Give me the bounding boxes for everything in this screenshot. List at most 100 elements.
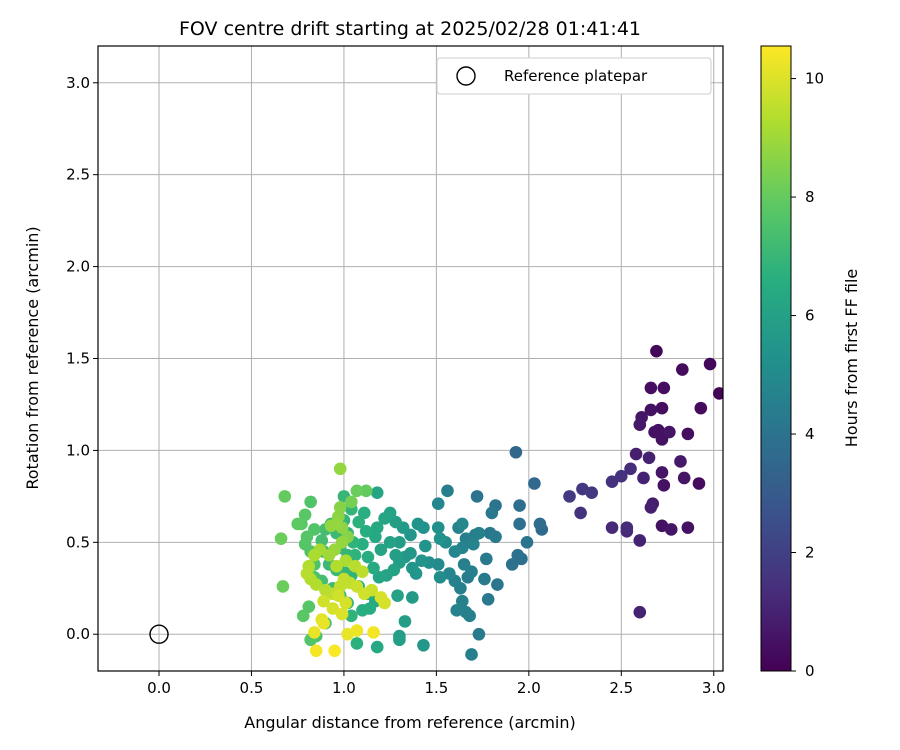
y-axis-ticks: 0.0 0.5 1.0 1.5 2.0 2.5 3.0	[66, 74, 98, 643]
data-point	[328, 644, 341, 658]
data-point	[681, 427, 695, 441]
data-point	[356, 565, 369, 579]
colorbar-tick-label: 6	[805, 307, 815, 325]
data-point	[655, 466, 669, 479]
grid-lines	[98, 46, 723, 671]
data-point	[291, 517, 305, 531]
data-point	[324, 519, 338, 533]
y-tick-label: 1.5	[66, 350, 90, 368]
x-axis-ticks: 0.0 0.5 1.0 1.5 2.0 2.5 3.0	[147, 671, 726, 697]
data-point	[389, 515, 403, 529]
legend: Reference platepar	[436, 57, 712, 95]
data-point	[470, 490, 484, 503]
data-point	[644, 501, 658, 514]
data-points	[274, 344, 723, 661]
data-point	[692, 477, 706, 490]
data-point	[657, 381, 671, 395]
data-point	[415, 554, 428, 568]
data-point	[383, 536, 397, 549]
data-point	[274, 532, 288, 545]
data-point	[478, 572, 491, 586]
data-point	[330, 559, 343, 573]
data-point	[309, 644, 323, 658]
data-point	[322, 548, 336, 562]
data-point	[339, 596, 353, 610]
data-point	[378, 512, 391, 525]
data-point	[372, 570, 386, 584]
y-tick-label: 0.5	[66, 533, 90, 551]
legend-box	[436, 57, 712, 95]
data-point	[276, 580, 290, 593]
data-point	[300, 530, 314, 544]
x-tick-label: 3.0	[702, 679, 726, 697]
x-tick-label: 0.0	[147, 679, 171, 697]
data-point	[674, 455, 687, 468]
chart-title: FOV centre drift starting at 2025/02/28 …	[179, 18, 641, 40]
data-point	[614, 469, 628, 483]
data-point	[393, 536, 406, 549]
data-point	[563, 490, 576, 503]
data-point	[369, 530, 382, 544]
data-point	[629, 447, 643, 461]
data-point	[393, 633, 406, 647]
data-point	[513, 499, 526, 512]
x-tick-label: 2.5	[609, 679, 633, 697]
data-point	[411, 517, 425, 531]
data-point	[455, 594, 469, 608]
colorbar: 0 2 4 6 8 10 Hours from first FF file	[760, 45, 861, 680]
data-point	[467, 537, 480, 551]
data-point	[457, 558, 471, 571]
data-point	[481, 593, 495, 606]
data-point	[278, 490, 292, 503]
data-point	[520, 536, 534, 549]
legend-marker-icon	[456, 66, 476, 86]
data-point	[585, 486, 599, 499]
data-point	[528, 477, 541, 490]
colorbar-tick-label: 2	[805, 544, 815, 562]
data-point	[417, 638, 430, 652]
y-tick-label: 2.0	[66, 258, 90, 276]
colorbar-tick-label: 4	[805, 425, 815, 443]
data-point	[359, 524, 373, 538]
y-axis-label: Rotation from reference (arcmin)	[23, 226, 42, 489]
data-point	[650, 344, 663, 358]
data-point	[389, 548, 403, 562]
data-point	[450, 604, 464, 617]
colorbar-tick-label: 0	[805, 662, 815, 680]
y-tick-label: 1.0	[66, 441, 90, 459]
x-axis-label: Angular distance from reference (arcmin)	[244, 713, 575, 732]
data-point	[298, 508, 312, 522]
data-point	[511, 548, 525, 562]
data-point	[367, 626, 380, 639]
data-point	[433, 570, 447, 584]
x-tick-label: 1.5	[424, 679, 448, 697]
data-point	[431, 521, 445, 534]
data-point	[644, 403, 658, 417]
data-point	[304, 495, 317, 509]
reference-point-marker	[149, 624, 169, 644]
data-point	[356, 604, 369, 617]
data-point	[455, 517, 469, 531]
data-point	[681, 521, 695, 534]
data-point	[605, 521, 619, 534]
data-point	[326, 602, 340, 615]
colorbar-tick-label: 10	[805, 70, 824, 88]
data-point	[533, 517, 547, 531]
data-point	[663, 425, 676, 439]
data-point	[317, 594, 330, 608]
x-tick-label: 1.0	[332, 679, 356, 697]
data-point	[361, 550, 375, 564]
data-point	[642, 451, 656, 465]
data-point	[505, 558, 519, 571]
data-point	[472, 526, 486, 540]
data-point	[633, 605, 647, 619]
data-point	[491, 578, 504, 591]
data-point	[448, 545, 462, 558]
data-point	[357, 506, 371, 520]
colorbar-label: Hours from first FF file	[842, 269, 861, 448]
y-tick-label: 3.0	[66, 74, 90, 92]
data-point	[308, 548, 321, 562]
data-point	[309, 578, 323, 591]
data-point	[624, 462, 637, 476]
data-point	[296, 609, 310, 623]
